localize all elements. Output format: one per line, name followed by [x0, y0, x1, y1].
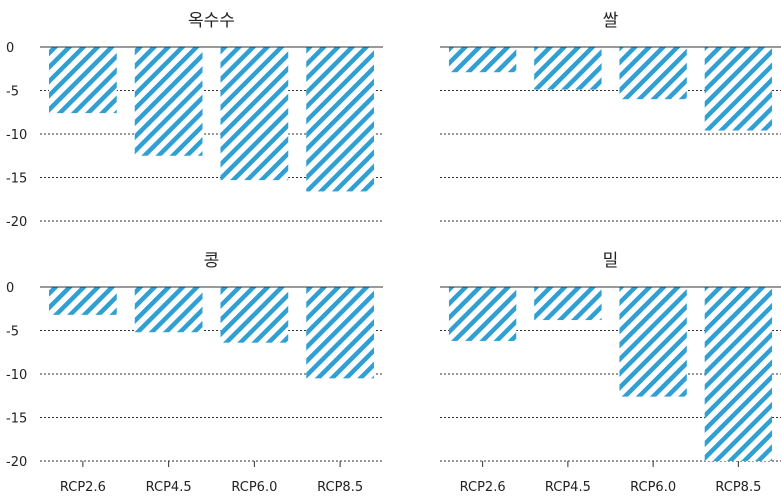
bar [220, 287, 289, 343]
bar [534, 47, 602, 90]
bar [306, 47, 374, 192]
bar [134, 287, 203, 333]
x-tick-label: RCP6.0 [630, 480, 676, 495]
y-tick-label: -5 [6, 85, 19, 100]
bar [619, 287, 687, 397]
bar [134, 47, 203, 156]
y-tick-label: 0 [6, 281, 14, 296]
bar [49, 47, 117, 114]
y-tick-label: -5 [6, 325, 19, 340]
bar [534, 287, 602, 321]
y-tick-label: 0 [6, 41, 14, 56]
y-tick-label: -10 [6, 368, 27, 383]
y-tick-label: -15 [6, 412, 27, 427]
x-tick-label: RCP8.5 [715, 480, 761, 495]
y-tick-label: -20 [6, 215, 27, 230]
bar [704, 47, 773, 131]
y-tick-label: -20 [6, 455, 27, 470]
x-tick-label: RCP4.5 [146, 480, 192, 495]
bar [306, 287, 374, 379]
panel-title: 밀 [603, 251, 619, 271]
x-tick-label: RCP6.0 [231, 480, 277, 495]
bar [448, 47, 517, 73]
chart-panel: 밀 RCP2.6 RCP4.5 RCP6.0 RCP8.5 [440, 251, 781, 495]
chart-panel: 옥수수 0 -5 -10 -15 -20 [6, 11, 383, 230]
bar [448, 287, 517, 341]
chart-panels: 옥수수 0 -5 -10 -15 -20 쌀콩 0 -5 -10 -15 -20 RCP2.6 RCP4.… [6, 11, 781, 495]
panel-title: 쌀 [603, 11, 619, 31]
bar [704, 287, 773, 461]
panel-title: 콩 [204, 251, 220, 271]
x-tick-label: RCP2.6 [460, 480, 506, 495]
y-tick-label: -15 [6, 172, 27, 187]
bar [619, 47, 687, 100]
bar [49, 287, 117, 315]
x-tick-label: RCP2.6 [60, 480, 106, 495]
x-tick-label: RCP4.5 [545, 480, 591, 495]
bar [220, 47, 289, 181]
x-tick-label: RCP8.5 [317, 480, 363, 495]
chart-panel: 쌀 [440, 11, 781, 222]
panel-title: 옥수수 [188, 11, 235, 31]
y-tick-label: -10 [6, 128, 27, 143]
chart-panel: 콩 0 -5 -10 -15 -20 RCP2.6 RCP4.5 RCP6.0 RCP8.5 [6, 251, 383, 495]
